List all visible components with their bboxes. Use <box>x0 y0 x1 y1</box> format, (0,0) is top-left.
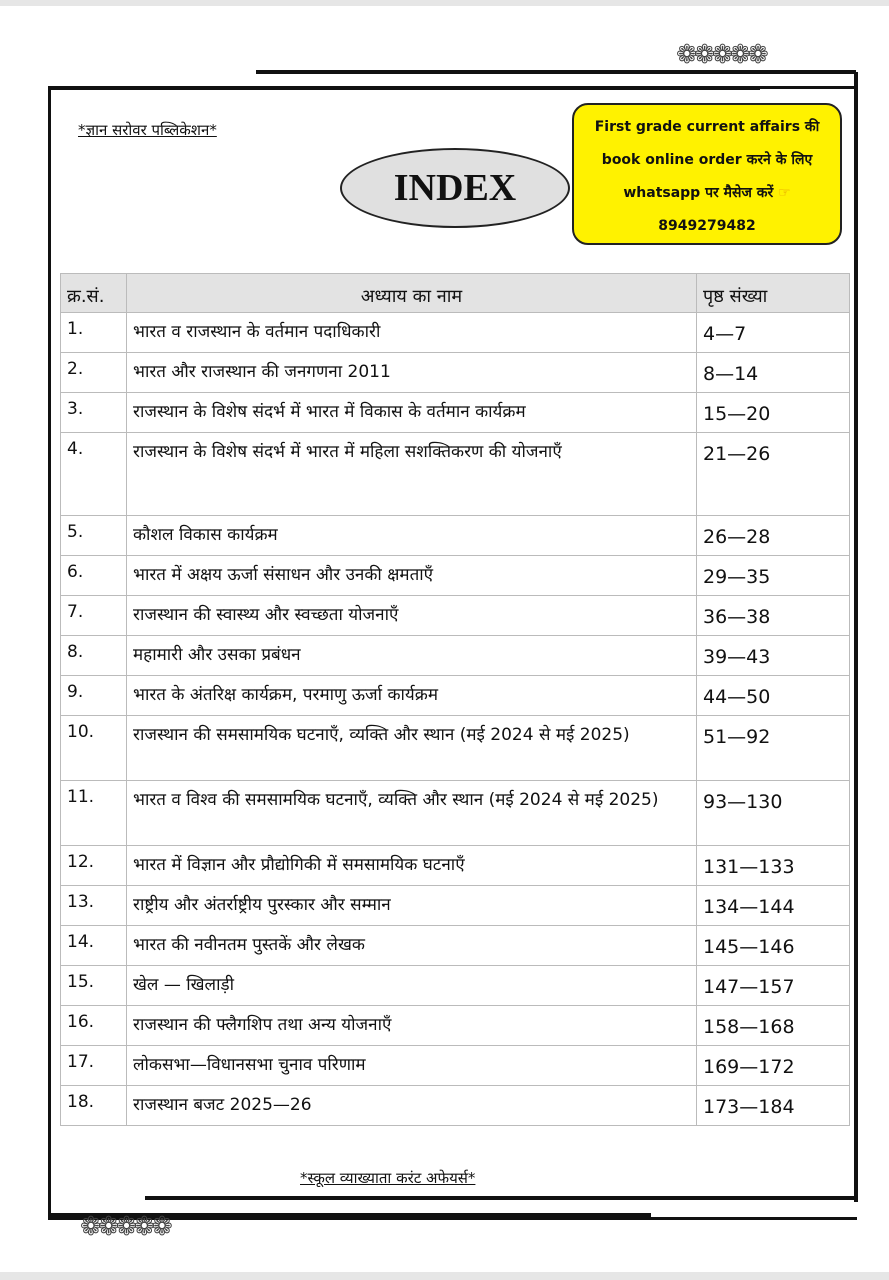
cell-serial: 1. <box>60 312 127 353</box>
table-row: 7. राजस्थान की स्वास्थ्य और स्वच्छता योजन… <box>60 595 850 636</box>
promo-box: First grade current affairs की book onli… <box>572 103 842 245</box>
table-row: 15. खेल — खिलाड़ी 147—157 <box>60 965 850 1006</box>
cell-pages: 131—133 <box>696 845 850 886</box>
cell-pages: 36—38 <box>696 595 850 636</box>
page-frame-right <box>854 72 858 1202</box>
table-row: 6. भारत में अक्षय ऊर्जा संसाधन और उनकी क्… <box>60 555 850 596</box>
cell-serial: 11. <box>60 780 127 846</box>
pointing-hand-icon: ☞ <box>778 185 791 201</box>
bottom-edge <box>0 1272 889 1280</box>
cell-serial: 13. <box>60 885 127 926</box>
cell-serial: 9. <box>60 675 127 716</box>
table-row: 3. राजस्थान के विशेष संदर्भ में भारत में … <box>60 392 850 433</box>
cell-chapter: भारत व विश्व की समसामयिक घटनाएँ, व्यक्ति… <box>126 780 697 846</box>
table-row: 18. राजस्थान बजट 2025—26 173—184 <box>60 1085 850 1126</box>
cell-pages: 134—144 <box>696 885 850 926</box>
cell-pages: 8—14 <box>696 352 850 393</box>
table-row: 12. भारत में विज्ञान और प्रौद्योगिकी में … <box>60 845 850 886</box>
promo-line: whatsapp पर मैसेज करें <box>623 185 774 201</box>
header-page: पृष्ठ संख्या <box>696 273 850 313</box>
cell-chapter: भारत के अंतरिक्ष कार्यक्रम, परमाणु ऊर्जा… <box>126 675 697 716</box>
footer-title: *स्कूल व्याख्याता करंट अफेयर्स* <box>300 1169 476 1187</box>
promo-phone: 8949279482 <box>658 218 756 234</box>
cell-chapter: भारत और राजस्थान की जनगणना 2011 <box>126 352 697 393</box>
cell-serial: 14. <box>60 925 127 966</box>
cell-chapter: महामारी और उसका प्रबंधन <box>126 635 697 676</box>
cell-serial: 4. <box>60 432 127 516</box>
cell-pages: 51—92 <box>696 715 850 781</box>
table-row: 13. राष्ट्रीय और अंतर्राष्ट्रीय पुरस्कार … <box>60 885 850 926</box>
table-row: 10. राजस्थान की समसामयिक घटनाएँ, व्यक्ति … <box>60 715 850 781</box>
cell-chapter: राजस्थान की फ्लैगशिप तथा अन्य योजनाएँ <box>126 1005 697 1046</box>
promo-line: book online order करने के लिए <box>601 152 813 168</box>
cell-pages: 26—28 <box>696 515 850 556</box>
cell-serial: 15. <box>60 965 127 1006</box>
table-row: 4. राजस्थान के विशेष संदर्भ में भारत में … <box>60 432 850 516</box>
cell-pages: 169—172 <box>696 1045 850 1086</box>
ornament-top-right: ❁❁❁❁❁ <box>676 40 769 70</box>
cell-pages: 145—146 <box>696 925 850 966</box>
cell-chapter: भारत की नवीनतम पुस्तकें और लेखक <box>126 925 697 966</box>
cell-pages: 39—43 <box>696 635 850 676</box>
decorative-line <box>48 86 760 90</box>
cell-serial: 6. <box>60 555 127 596</box>
table-row: 16. राजस्थान की फ्लैगशिप तथा अन्य योजनाएँ… <box>60 1005 850 1046</box>
decorative-line <box>48 1213 651 1217</box>
decorative-line <box>145 1196 855 1200</box>
cell-pages: 93—130 <box>696 780 850 846</box>
cell-chapter: कौशल विकास कार्यक्रम <box>126 515 697 556</box>
cell-chapter: खेल — खिलाड़ी <box>126 965 697 1006</box>
cell-serial: 17. <box>60 1045 127 1086</box>
cell-pages: 29—35 <box>696 555 850 596</box>
cell-serial: 10. <box>60 715 127 781</box>
cell-serial: 7. <box>60 595 127 636</box>
cell-pages: 15—20 <box>696 392 850 433</box>
cell-pages: 4—7 <box>696 312 850 353</box>
cell-chapter: राजस्थान के विशेष संदर्भ में भारत में मह… <box>126 432 697 516</box>
table-row: 8. महामारी और उसका प्रबंधन 39—43 <box>60 635 850 676</box>
cell-pages: 158—168 <box>696 1005 850 1046</box>
cell-pages: 44—50 <box>696 675 850 716</box>
cell-serial: 12. <box>60 845 127 886</box>
table-row: 17. लोकसभा—विधानसभा चुनाव परिणाम 169—172 <box>60 1045 850 1086</box>
cell-chapter: लोकसभा—विधानसभा चुनाव परिणाम <box>126 1045 697 1086</box>
header-serial: क्र.सं. <box>60 273 127 313</box>
page-title: INDEX <box>340 148 570 228</box>
cell-serial: 2. <box>60 352 127 393</box>
table-row: 1. भारत व राजस्थान के वर्तमान पदाधिकारी 4—… <box>60 312 850 353</box>
ornament-bottom-left: ❁❁❁❁❁ <box>80 1212 173 1242</box>
cell-serial: 8. <box>60 635 127 676</box>
table-row: 11. भारत व विश्व की समसामयिक घटनाएँ, व्यक… <box>60 780 850 846</box>
cell-serial: 3. <box>60 392 127 433</box>
table-row: 2. भारत और राजस्थान की जनगणना 2011 8—14 <box>60 352 850 393</box>
table-row: 14. भारत की नवीनतम पुस्तकें और लेखक 145—14… <box>60 925 850 966</box>
table-row: 9. भारत के अंतरिक्ष कार्यक्रम, परमाणु ऊर्… <box>60 675 850 716</box>
promo-line: First grade current affairs की <box>594 119 820 135</box>
cell-chapter: राष्ट्रीय और अंतर्राष्ट्रीय पुरस्कार और … <box>126 885 697 926</box>
top-edge <box>0 0 889 6</box>
cell-pages: 21—26 <box>696 432 850 516</box>
cell-pages: 173—184 <box>696 1085 850 1126</box>
cell-chapter: राजस्थान की स्वास्थ्य और स्वच्छता योजनाए… <box>126 595 697 636</box>
cell-chapter: राजस्थान की समसामयिक घटनाएँ, व्यक्ति और … <box>126 715 697 781</box>
cell-chapter: राजस्थान के विशेष संदर्भ में भारत में वि… <box>126 392 697 433</box>
cell-serial: 18. <box>60 1085 127 1126</box>
cell-pages: 147—157 <box>696 965 850 1006</box>
publisher-name: *ज्ञान सरोवर पब्लिकेशन* <box>78 121 217 139</box>
decorative-line <box>256 70 856 74</box>
cell-serial: 16. <box>60 1005 127 1046</box>
cell-chapter: राजस्थान बजट 2025—26 <box>126 1085 697 1126</box>
index-table: क्र.सं. अध्याय का नाम पृष्ठ संख्या 1. भार… <box>60 273 850 1126</box>
cell-chapter: भारत में अक्षय ऊर्जा संसाधन और उनकी क्षम… <box>126 555 697 596</box>
header-chapter: अध्याय का नाम <box>126 273 697 313</box>
cell-chapter: भारत व राजस्थान के वर्तमान पदाधिकारी <box>126 312 697 353</box>
table-row: 5. कौशल विकास कार्यक्रम 26—28 <box>60 515 850 556</box>
cell-serial: 5. <box>60 515 127 556</box>
cell-chapter: भारत में विज्ञान और प्रौद्योगिकी में समस… <box>126 845 697 886</box>
